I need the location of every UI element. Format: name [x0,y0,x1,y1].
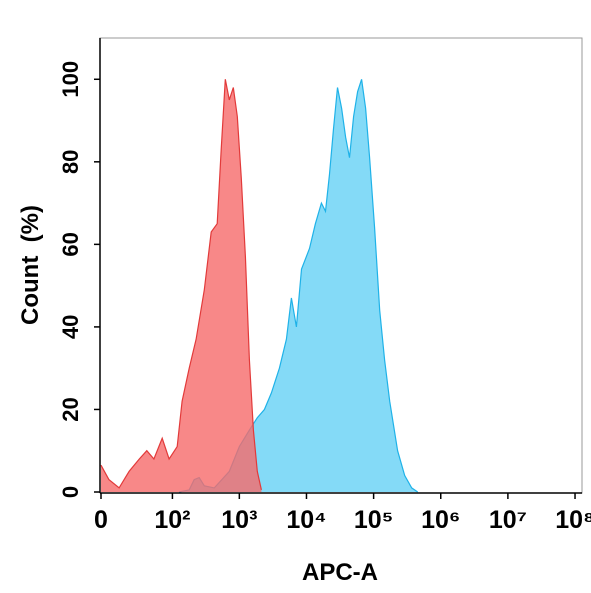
histogram-fill [179,79,418,493]
plot-area [100,79,419,493]
x-tick-label: 10² [154,506,190,534]
x-tick-label: 10³ [221,506,257,534]
y-tick-label: 20 [58,397,83,421]
x-tick-label: 10⁴ [286,506,326,534]
x-tick-label: 10⁵ [354,506,394,534]
y-tick-label: 40 [58,315,83,339]
x-tick-label: 10⁶ [421,506,460,534]
x-tick-label: 10⁸ [555,506,591,534]
y-tick-label: 100 [58,61,83,98]
y-tick-label: 60 [58,232,83,256]
x-tick-label: 10⁷ [489,506,527,534]
x-axis-title: APC-A [302,559,378,586]
histogram-line [100,79,262,491]
y-tick-label: 0 [58,486,83,498]
x-tick-label: 0 [94,506,108,534]
histogram-fill [101,79,262,493]
y-tick-label: 80 [58,150,83,174]
y-axis-title: Count (%) [17,205,44,325]
